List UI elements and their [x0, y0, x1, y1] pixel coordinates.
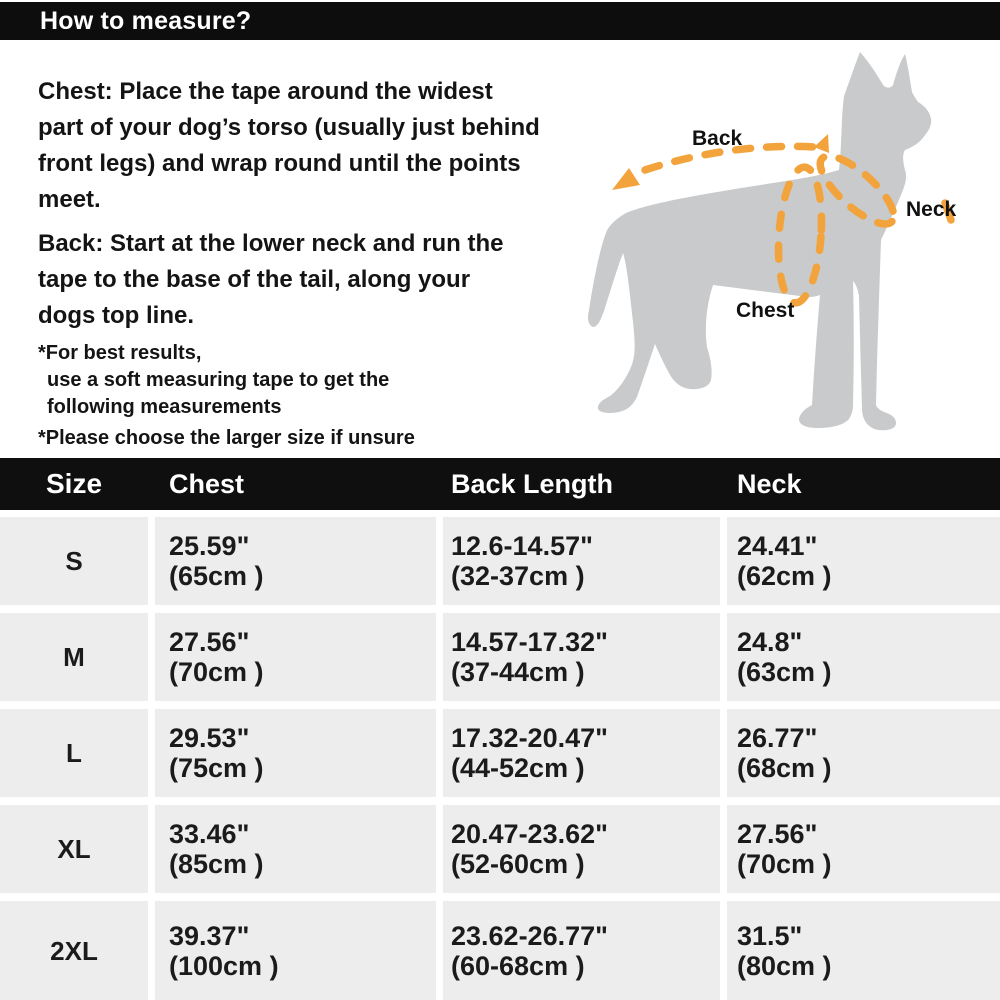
neck-cm: (62cm )	[737, 561, 832, 591]
back-length-value: 23.62-26.77" (60-68cm )	[443, 901, 720, 1000]
neck-inches: 26.77"	[737, 723, 818, 753]
chest-instruction-line: front legs) and wrap round until the poi…	[38, 150, 521, 177]
chest-value: 29.53" (75cm )	[155, 709, 436, 797]
chest-inches: 27.56"	[169, 627, 250, 657]
size-value: 2XL	[0, 901, 148, 1000]
chest-cm: (70cm )	[169, 657, 264, 687]
back-length-value: 14.57-17.32" (37-44cm )	[443, 613, 720, 701]
chest-cm: (65cm )	[169, 561, 264, 591]
back-arrowhead-left	[612, 168, 640, 190]
table-row-s: S 25.59" (65cm ) 12.6-14.57" (32-37cm ) …	[0, 517, 1000, 605]
chest-instruction-line: part of your dog’s torso (usually just b…	[38, 114, 540, 141]
page-title: How to measure?	[40, 6, 252, 35]
chest-measure-loop	[774, 163, 826, 307]
neck-inches: 31.5"	[737, 920, 803, 951]
back-inches: 17.32-20.47"	[451, 723, 608, 753]
chest-inches: 25.59"	[169, 531, 250, 561]
chest-instruction-line: Chest: Place the tape around the widest	[38, 78, 493, 105]
neck-inches: 24.41"	[737, 531, 818, 561]
back-length-value: 17.32-20.47" (44-52cm )	[443, 709, 720, 797]
size-table-header: Size Chest Back Length Neck	[0, 458, 1000, 510]
neck-cm: (70cm )	[737, 849, 832, 879]
neck-inches: 27.56"	[737, 819, 818, 849]
back-length-value: 12.6-14.57" (32-37cm )	[443, 517, 720, 605]
back-measure-line	[641, 142, 820, 174]
chest-cm: (75cm )	[169, 753, 264, 783]
chest-value: 33.46" (85cm )	[155, 805, 436, 893]
neck-cm: (80cm )	[737, 950, 832, 981]
back-instruction-line: Back: Start at the lower neck and run th…	[38, 230, 504, 257]
table-row-xl: XL 33.46" (85cm ) 20.47-23.62" (52-60cm …	[0, 805, 1000, 893]
footnote-best-results-cont: following measurements	[47, 396, 282, 418]
table-row-l: L 29.53" (75cm ) 17.32-20.47" (44-52cm )…	[0, 709, 1000, 797]
chest-label: Chest	[736, 299, 795, 322]
table-row-2xl: 2XL 39.37" (100cm ) 23.62-26.77" (60-68c…	[0, 901, 1000, 1000]
neck-inches: 24.8"	[737, 627, 803, 657]
neck-cm: (68cm )	[737, 753, 832, 783]
header-back-length: Back Length	[451, 469, 614, 499]
chest-value: 25.59" (65cm )	[155, 517, 436, 605]
back-instruction: Back: Start at the lower neck and run th…	[38, 226, 598, 334]
chest-inches: 39.37"	[169, 920, 250, 951]
back-cm: (44-52cm )	[451, 753, 585, 783]
size-table: Size Chest Back Length Neck S 25.59" (65…	[0, 458, 1000, 1000]
dog-silhouette	[588, 52, 932, 431]
neck-label: Neck	[906, 198, 957, 221]
size-value: M	[0, 613, 148, 701]
back-cm: (32-37cm )	[451, 561, 585, 591]
neck-label-dash	[941, 199, 955, 224]
header-size: Size	[45, 468, 103, 499]
back-cm: (52-60cm )	[451, 849, 585, 879]
footnote-best-results: *For best results,	[38, 342, 202, 364]
back-arrowhead-right	[814, 134, 829, 153]
back-label: Back	[692, 127, 743, 150]
back-inches: 23.62-26.77"	[451, 920, 608, 951]
chest-instruction: Chest: Place the tape around the widest …	[38, 74, 598, 218]
header-chest: Chest	[169, 469, 245, 499]
back-instruction-line: dogs top line.	[38, 302, 194, 329]
back-inches: 20.47-23.62"	[451, 819, 608, 849]
back-instruction-line: tape to the base of the tail, along your	[38, 266, 471, 293]
neck-value: 24.41" (62cm )	[727, 517, 1000, 605]
neck-value: 31.5" (80cm )	[727, 901, 1000, 1000]
footnotes: *For best results, use a soft measuring …	[38, 340, 598, 452]
neck-value: 26.77" (68cm )	[727, 709, 1000, 797]
footnote-best-results-cont: use a soft measuring tape to get the	[47, 369, 390, 391]
neck-value: 27.56" (70cm )	[727, 805, 1000, 893]
size-value: XL	[0, 805, 148, 893]
chest-inches: 29.53"	[169, 723, 250, 753]
back-cm: (37-44cm )	[451, 657, 585, 687]
header-neck: Neck	[737, 469, 802, 499]
size-value: S	[0, 517, 148, 605]
chest-inches: 33.46"	[169, 819, 250, 849]
footnote-larger-size: *Please choose the larger size if unsure	[38, 427, 415, 449]
chest-cm: (100cm )	[169, 950, 279, 981]
chest-cm: (85cm )	[169, 849, 264, 879]
instructions-section: Chest: Place the tape around the widest …	[38, 74, 598, 452]
neck-cm: (63cm )	[737, 657, 832, 687]
neck-value: 24.8" (63cm )	[727, 613, 1000, 701]
back-cm: (60-68cm )	[451, 950, 585, 981]
chest-instruction-line: meet.	[38, 186, 101, 213]
table-row-m: M 27.56" (70cm ) 14.57-17.32" (37-44cm )…	[0, 613, 1000, 701]
title-bar: How to measure?	[0, 2, 1000, 40]
back-length-value: 20.47-23.62" (52-60cm )	[443, 805, 720, 893]
chest-value: 39.37" (100cm )	[155, 901, 436, 1000]
chest-value: 27.56" (70cm )	[155, 613, 436, 701]
back-inches: 12.6-14.57"	[451, 531, 593, 561]
size-value: L	[0, 709, 148, 797]
back-inches: 14.57-17.32"	[451, 627, 608, 657]
neck-measure-loop	[816, 152, 898, 228]
